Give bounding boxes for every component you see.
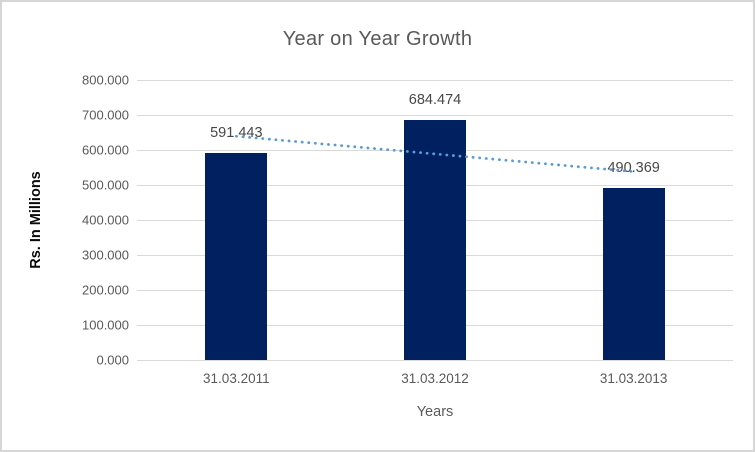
y-tick-label: 200.000 bbox=[82, 282, 129, 298]
bar bbox=[404, 120, 466, 360]
plot-area: 591.443 684.474 490.369 bbox=[137, 80, 733, 361]
bar-data-label: 490.369 bbox=[607, 160, 660, 177]
x-axis-tick-labels: 31.03.2011 31.03.2012 31.03.2013 bbox=[137, 371, 733, 389]
y-axis-tick-labels: 800.000 700.000 600.000 500.000 400.000 300.0… bbox=[2, 73, 129, 368]
y-tick-label: 100.000 bbox=[82, 317, 129, 333]
x-tick-label: 31.03.2013 bbox=[599, 371, 668, 386]
y-tick-label: 800.000 bbox=[82, 72, 129, 88]
chart-title: Year on Year Growth bbox=[282, 28, 473, 50]
gridline bbox=[137, 115, 733, 116]
bar bbox=[205, 153, 268, 360]
gridline bbox=[137, 360, 733, 361]
x-axis-title: Years bbox=[416, 404, 454, 420]
y-tick-label: 700.000 bbox=[82, 107, 129, 123]
gridline bbox=[137, 80, 733, 81]
trendline bbox=[234, 134, 636, 174]
y-tick-label: 500.000 bbox=[82, 177, 129, 193]
y-tick-label: 0.000 bbox=[96, 352, 129, 368]
bar bbox=[602, 188, 665, 360]
y-tick-label: 400.000 bbox=[82, 212, 129, 228]
y-tick-label: 600.000 bbox=[82, 142, 129, 158]
x-tick-label: 31.03.2012 bbox=[401, 371, 469, 386]
bar-data-label: 684.474 bbox=[408, 92, 462, 109]
y-tick-label: 300.000 bbox=[82, 247, 129, 263]
x-tick-label: 31.03.2011 bbox=[203, 371, 270, 386]
